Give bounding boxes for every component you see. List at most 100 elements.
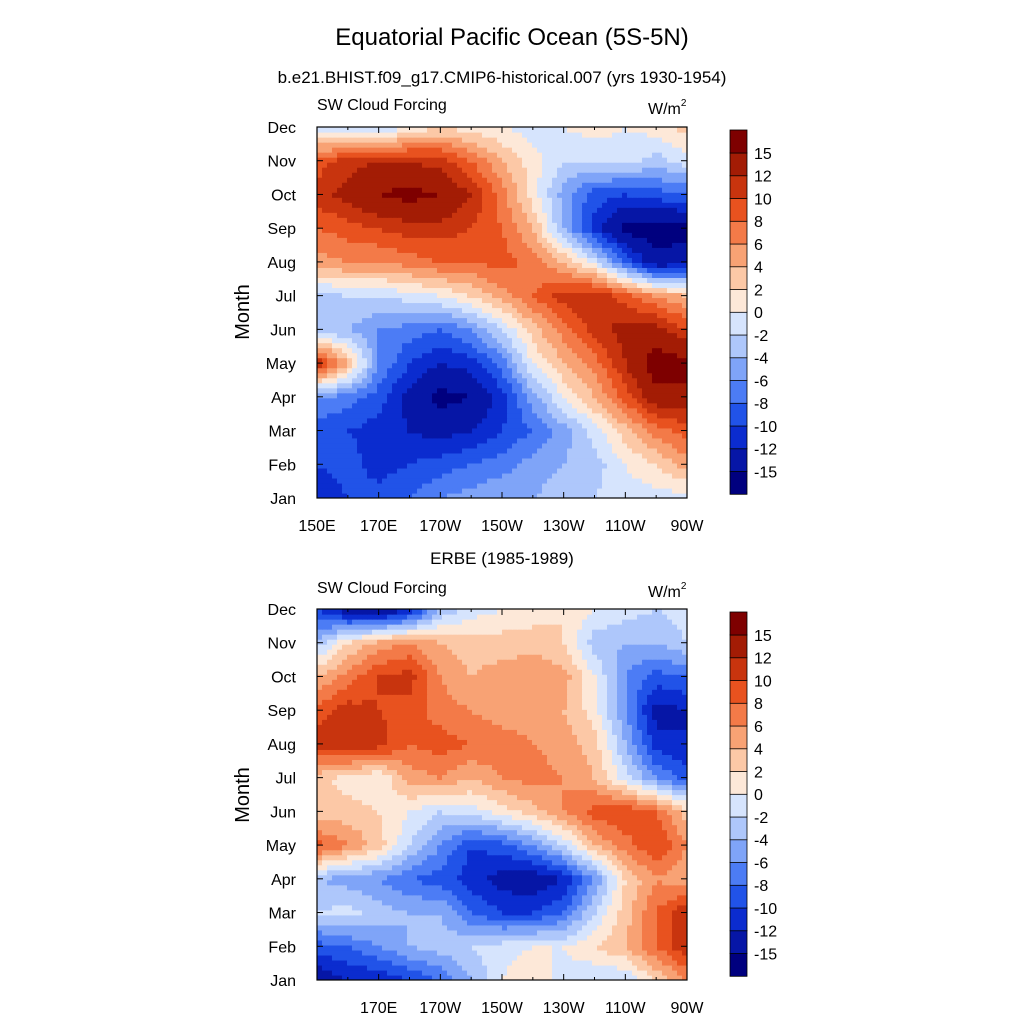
contour-cell [607,287,613,294]
contour-cell [427,262,433,268]
contour-cell [582,277,588,284]
contour-cell [572,377,578,384]
contour-cell [602,332,608,339]
contour-cell [527,452,533,459]
contour-cell [407,477,413,484]
contour-cell [407,327,413,334]
contour-cell [612,237,618,243]
contour-cell [457,242,463,248]
contour-cell [577,482,583,489]
contour-cell [482,322,488,329]
contour-cell [607,207,613,213]
contour-cell [657,322,663,329]
contour-cell [622,387,628,394]
contour-cell [372,342,378,349]
contour-cell [427,372,433,379]
contour-cell [347,337,353,344]
contour-cell [367,237,373,243]
contour-cell [347,177,353,183]
contour-cell [387,297,393,304]
contour-cell [527,442,533,449]
contour-cell [422,287,428,294]
contour-cell [407,337,413,344]
contour-cell [332,422,338,429]
contour-cell [482,487,488,494]
contour-cell [627,352,633,359]
contour-cell [662,207,668,213]
contour-cell [322,417,328,424]
contour-cell [552,432,558,439]
contour-cell [392,322,398,329]
contour-cell [457,467,463,474]
contour-cell [667,252,673,258]
contour-cell [567,282,573,289]
contour-cell [392,402,398,409]
contour-cell [442,287,448,294]
contour-cell [372,252,378,258]
contour-cell [632,427,638,434]
contour-cell [447,477,453,484]
contour-cell [657,172,663,178]
contour-cell [467,442,473,449]
contour-cell [317,192,323,198]
contour-cell [632,487,638,494]
contour-cell [472,342,478,349]
contour-cell [522,292,528,299]
contour-cell [682,382,687,389]
contour-cell [657,187,663,193]
contour-cell [657,387,663,394]
contour-cell [552,332,558,339]
contour-cell [487,452,493,459]
contour-cell [637,202,643,208]
contour-cell [627,372,633,379]
contour-cell [492,227,498,233]
contour-cell [427,482,433,489]
contour-cell [632,392,638,399]
contour-cell [547,472,553,479]
contour-cell [362,372,368,379]
contour-cell [602,302,608,309]
contour-cell [417,402,423,409]
contour-cell [572,437,578,444]
contour-cell [602,492,608,498]
contour-cell [482,382,488,389]
contour-cell [597,432,603,439]
contour-cell [427,282,433,289]
contour-cell [412,322,418,329]
contour-cell [632,352,638,359]
contour-cell [477,237,483,243]
contour-cell [582,447,588,454]
contour-cell [607,387,613,394]
contour-cell [337,392,343,399]
contour-cell [482,332,488,339]
contour-cell [352,172,358,178]
contour-cell [597,447,603,454]
contour-cell [552,272,558,278]
contour-cell [502,327,508,334]
contour-cell [437,157,443,163]
contour-cell [417,242,423,248]
contour-cell [547,207,553,213]
contour-cell [377,222,383,228]
contour-cell [342,442,348,449]
contour-cell [472,302,478,309]
contour-cell [322,347,328,354]
contour-cell [327,427,333,434]
contour-cell [437,227,443,233]
contour-cell [542,417,548,424]
contour-cell [667,172,673,178]
contour-cell [432,192,438,198]
contour-cell [337,177,343,183]
contour-cell [507,202,513,208]
contour-cell [347,322,353,329]
contour-cell [567,392,573,399]
contour-cell [477,472,483,479]
contour-cell [647,402,653,409]
contour-cell [562,442,568,449]
contour-cell [487,312,493,319]
contour-cell [322,292,328,299]
contour-cell [447,277,453,284]
contour-cell [347,377,353,384]
contour-cell [452,392,458,399]
contour-cell [347,242,353,248]
